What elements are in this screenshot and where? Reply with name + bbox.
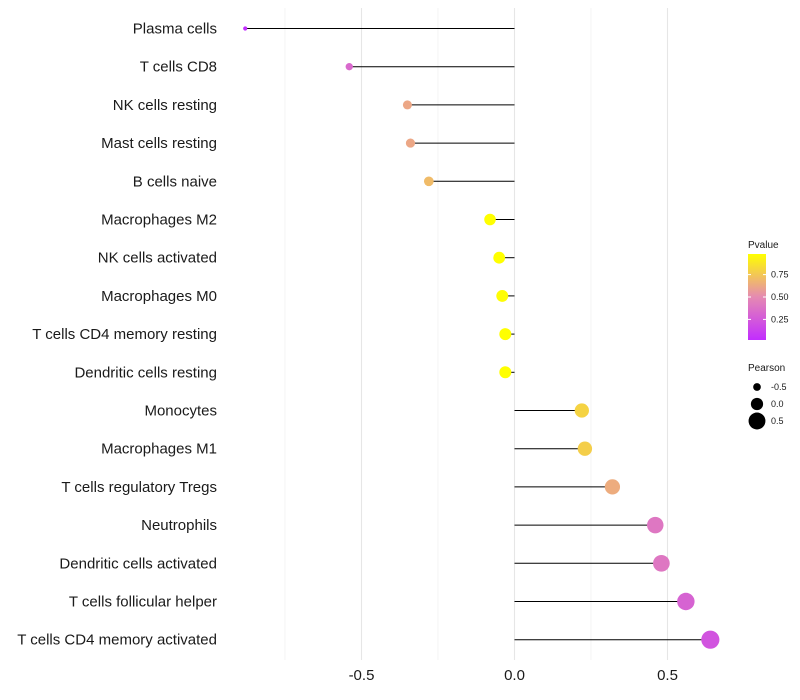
size-key-label: -0.5 (771, 382, 787, 392)
x-tick-label: 0.5 (657, 667, 678, 684)
category-label: T cells follicular helper (69, 594, 217, 611)
lollipop-dot (604, 479, 621, 495)
category-label: Neutrophils (141, 517, 217, 534)
pearson-legend: Pearson -0.5 0.0 0.5 (748, 363, 787, 430)
category-label: Mast cells resting (101, 135, 217, 152)
category-label: T cells CD4 memory activated (17, 632, 217, 649)
category-label: NK cells resting (113, 97, 217, 114)
lollipop-dot (345, 63, 353, 71)
category-label: NK cells activated (98, 250, 217, 267)
lollipop-dot (243, 26, 248, 31)
lollipop-dots (243, 26, 720, 649)
category-label: T cells regulatory Tregs (61, 479, 217, 496)
lollipop-dot (499, 328, 512, 341)
category-label: Macrophages M1 (101, 441, 217, 458)
colorbar-tick-label: 0.25 (771, 314, 789, 324)
lollipop-dot (574, 403, 589, 418)
x-axis-tick-labels: -0.5 0.0 0.5 (349, 667, 678, 684)
grid-lines (284, 8, 669, 660)
size-key-dot (750, 397, 764, 411)
lollipop-dot (653, 554, 670, 572)
pvalue-legend: Pvalue 0.75 0.50 0.25 (748, 240, 789, 340)
size-key-dot (753, 383, 761, 391)
size-key-dot (748, 412, 766, 430)
category-label: Macrophages M2 (101, 212, 217, 229)
pearson-legend-title: Pearson (748, 363, 785, 374)
lollipop-dot (493, 251, 506, 264)
lollipop-dot (402, 100, 412, 110)
lollipop-dot (405, 138, 416, 148)
lollipop-dot (423, 176, 434, 187)
lollipop-dot (496, 289, 509, 302)
category-label: Dendritic cells resting (74, 364, 217, 381)
pvalue-colorbar (748, 254, 766, 340)
category-label: T cells CD8 (140, 59, 217, 76)
colorbar-tick-label: 0.75 (771, 270, 789, 280)
lollipop-dot (701, 630, 720, 649)
category-label: Dendritic cells activated (59, 555, 217, 572)
category-labels: Plasma cells T cells CD8 NK cells resting M… (17, 21, 217, 649)
size-key-label: 0.5 (771, 416, 784, 426)
category-label: T cells CD4 memory resting (32, 326, 217, 343)
category-label: Monocytes (144, 403, 217, 420)
category-label: Macrophages M0 (101, 288, 217, 305)
category-label: Plasma cells (133, 21, 217, 38)
lollipop-dot (677, 592, 695, 611)
lollipop-dot (647, 516, 664, 534)
lollipop-dot (577, 441, 593, 456)
size-key-label: 0.0 (771, 399, 784, 409)
pvalue-legend-title: Pvalue (748, 240, 779, 251)
lollipop-stems (245, 28, 711, 641)
x-tick-label: -0.5 (349, 667, 375, 684)
lollipop-dot (499, 366, 512, 379)
category-label: B cells naive (133, 173, 217, 190)
colorbar-tick-label: 0.50 (771, 292, 789, 302)
x-tick-label: 0.0 (504, 667, 525, 684)
lollipop-dot (484, 213, 496, 226)
